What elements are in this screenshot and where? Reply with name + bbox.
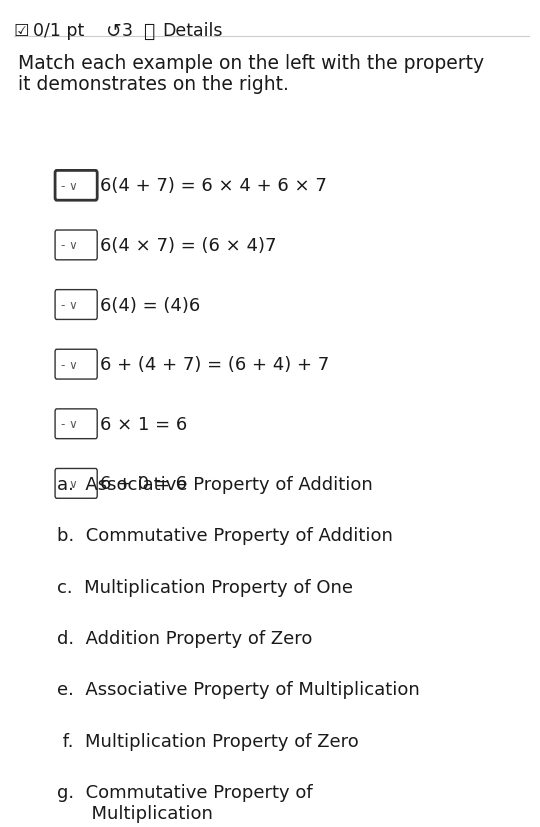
Text: ☑: ☑ (14, 22, 29, 40)
Text: - ∨: - ∨ (61, 299, 78, 312)
FancyBboxPatch shape (55, 409, 97, 439)
Text: c.  Multiplication Property of One: c. Multiplication Property of One (57, 578, 353, 596)
Text: Match each example on the left with the property: Match each example on the left with the … (18, 54, 484, 73)
Text: 6(4 + 7) = 6 × 4 + 6 × 7: 6(4 + 7) = 6 × 4 + 6 × 7 (100, 177, 327, 195)
Text: - ∨: - ∨ (61, 418, 78, 431)
Text: e.  Associative Property of Multiplication: e. Associative Property of Multiplicatio… (57, 681, 420, 699)
Text: b.  Commutative Property of Addition: b. Commutative Property of Addition (57, 527, 393, 545)
Text: ↺: ↺ (105, 22, 121, 41)
Text: it demonstrates on the right.: it demonstrates on the right. (18, 74, 289, 93)
Text: - ∨: - ∨ (61, 239, 78, 252)
Text: - ∨: - ∨ (61, 477, 78, 490)
Text: 6 × 1 = 6: 6 × 1 = 6 (100, 415, 187, 433)
FancyBboxPatch shape (55, 350, 97, 380)
FancyBboxPatch shape (55, 171, 97, 201)
Text: d.  Addition Property of Zero: d. Addition Property of Zero (57, 629, 312, 648)
Text: Details: Details (162, 22, 222, 40)
Text: f.  Multiplication Property of Zero: f. Multiplication Property of Zero (57, 732, 359, 750)
Text: - ∨: - ∨ (61, 358, 78, 371)
Text: 6(4 × 7) = (6 × 4)7: 6(4 × 7) = (6 × 4)7 (100, 237, 276, 255)
Text: 6 + 0 = 6: 6 + 0 = 6 (100, 475, 187, 493)
Text: 6 + (4 + 7) = (6 + 4) + 7: 6 + (4 + 7) = (6 + 4) + 7 (100, 356, 329, 374)
FancyBboxPatch shape (55, 231, 97, 261)
Text: a.  Associative Property of Addition: a. Associative Property of Addition (57, 476, 373, 494)
Text: - ∨: - ∨ (61, 179, 78, 193)
FancyBboxPatch shape (55, 469, 97, 499)
Text: ⓘ: ⓘ (143, 22, 154, 41)
FancyBboxPatch shape (55, 290, 97, 320)
Text: g.  Commutative Property of
      Multiplication: g. Commutative Property of Multiplicatio… (57, 783, 312, 822)
Text: 0/1 pt: 0/1 pt (33, 22, 85, 40)
Text: 6(4) = (4)6: 6(4) = (4)6 (100, 296, 200, 314)
Text: 3: 3 (122, 22, 132, 40)
